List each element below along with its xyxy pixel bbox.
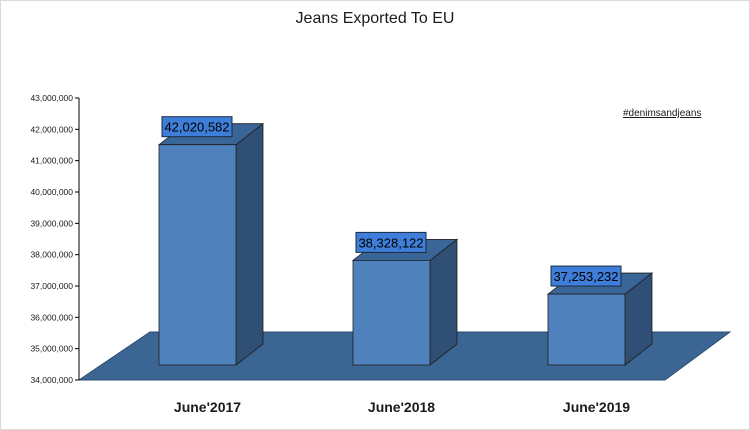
- y-tick-label: 42,000,000: [30, 124, 73, 134]
- y-tick-label: 35,000,000: [30, 344, 73, 354]
- y-tick-label: 41,000,000: [30, 156, 73, 166]
- bar-side-face: [429, 238, 458, 366]
- x-category-label: June'2018: [368, 399, 435, 415]
- bar-side-face: [235, 122, 264, 366]
- data-label-box: [161, 116, 233, 138]
- hashtag-annotation: #denimsandjeans: [623, 108, 702, 119]
- y-tick-label: 38,000,000: [30, 250, 73, 260]
- x-category-label: June'2017: [174, 399, 241, 415]
- bar-front-face: [547, 293, 626, 366]
- bar: [351, 238, 459, 366]
- data-label: 37,253,232: [550, 265, 622, 287]
- x-category-label: June'2019: [563, 399, 630, 415]
- data-label-text: 37,253,232: [553, 269, 618, 284]
- data-label: 42,020,582: [161, 116, 233, 138]
- y-tick-label: 43,000,000: [30, 93, 73, 103]
- bar-front-face: [352, 259, 431, 366]
- y-tick-label: 34,000,000: [30, 375, 73, 385]
- data-label: 38,328,122: [355, 231, 427, 253]
- bar: [157, 122, 265, 366]
- data-label-text: 42,020,582: [164, 120, 229, 135]
- data-label-text: 38,328,122: [358, 235, 423, 250]
- bar-front-face: [158, 144, 237, 366]
- y-tick-label: 39,000,000: [30, 218, 73, 228]
- chart-title: Jeans Exported To EU: [295, 10, 455, 27]
- y-tick-label: 40,000,000: [30, 187, 73, 197]
- y-tick-label: 36,000,000: [30, 312, 73, 322]
- y-tick-label: 37,000,000: [30, 281, 73, 291]
- bar: [546, 272, 654, 366]
- data-label-box: [550, 265, 622, 287]
- data-label-box: [355, 231, 427, 253]
